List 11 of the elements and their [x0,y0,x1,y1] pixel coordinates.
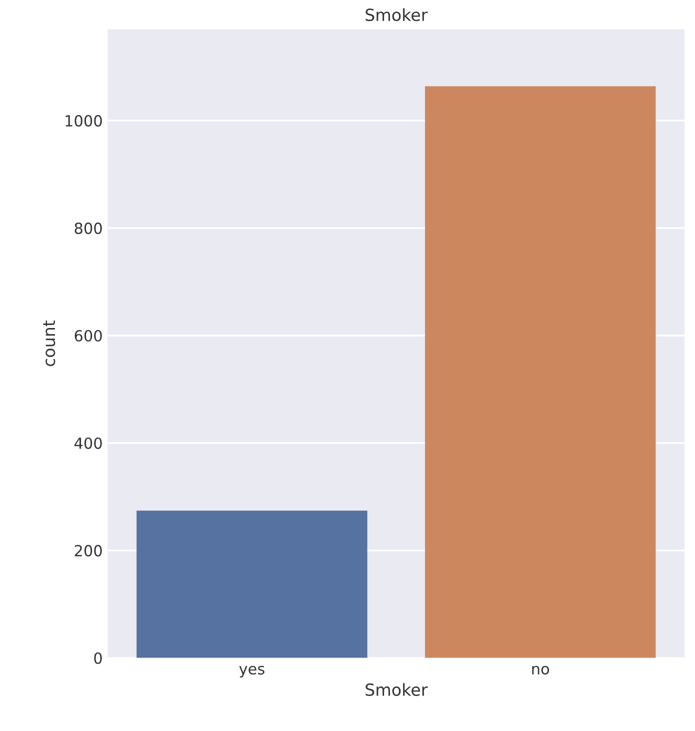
x-axis-title: Smoker [366,683,428,696]
y-tick-label: 400 [74,437,102,449]
y-tick-label: 800 [74,222,102,234]
y-tick-label: 1000 [66,115,102,127]
chart-title: Smoker [366,8,428,22]
x-tick-label: no [532,666,550,675]
y-tick-label: 200 [74,544,102,556]
x-tick-label: yes [239,666,264,678]
y-axis-title: count [43,320,56,366]
y-tick-label: 0 [94,652,102,664]
y-tick-label: 600 [74,330,102,342]
